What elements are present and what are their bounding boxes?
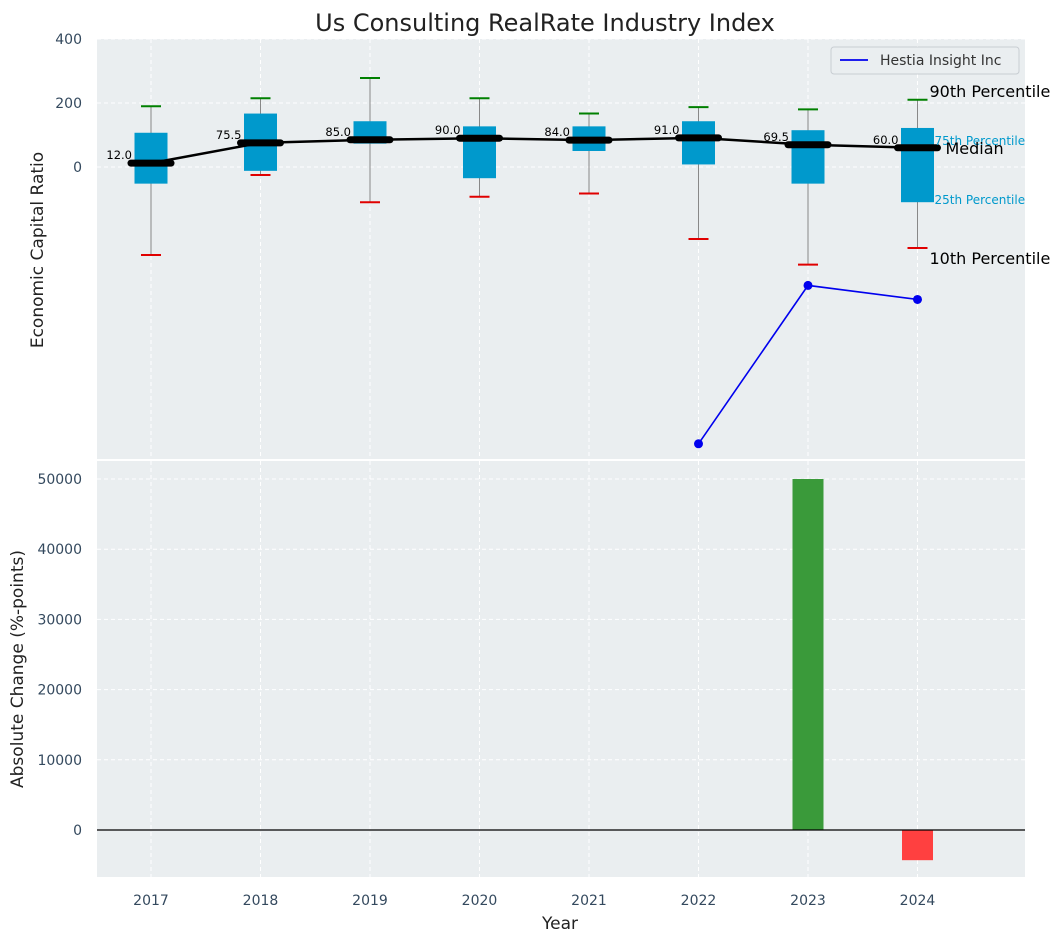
- annotation-median: Median: [946, 139, 1004, 158]
- box-iqr: [463, 126, 496, 179]
- series-point: [694, 439, 703, 449]
- legend-box: [830, 46, 1020, 75]
- x-tick-label: 2024: [900, 893, 936, 909]
- box-iqr: [901, 127, 934, 203]
- x-tick-label: 2022: [681, 893, 717, 909]
- x-tick-label: 2017: [133, 893, 169, 909]
- median-value-label: 75.5: [216, 128, 242, 142]
- chart-title: Us Consulting RealRate Industry Index: [315, 9, 775, 37]
- box-iqr: [682, 121, 715, 165]
- box-iqr: [134, 132, 168, 184]
- x-tick-label: 2018: [243, 893, 279, 909]
- box-iqr: [791, 130, 825, 184]
- positive-change-bar: [792, 479, 824, 830]
- series-point: [803, 280, 813, 290]
- bottom-y-tick-label: 20000: [37, 683, 82, 699]
- bottom-panel: 50000 40000 30000 20000 10000 0 2017 2018 2019 20…: [37, 461, 1025, 909]
- top-y-tick-label: 400: [55, 32, 82, 48]
- top-y-axis-label: Economic Capital Ratio: [28, 152, 48, 348]
- bottom-y-tick-label: 50000: [37, 472, 82, 488]
- legend-label: Hestia Insight Inc: [880, 53, 1001, 69]
- series-point: [913, 294, 922, 304]
- bottom-plot-area: [97, 461, 1025, 877]
- annotation-p90: 90th Percentile: [930, 82, 1051, 101]
- bottom-y-tick-label: 30000: [37, 612, 82, 628]
- top-panel: 400 200 0 12.0 75.5 85.0 90.0 84.0 91.0 69.5 60.0 9…: [55, 32, 1051, 461]
- median-value-label: 69.5: [763, 130, 789, 144]
- bottom-y-axis-label: Absolute Change (%-points): [8, 550, 28, 788]
- median-value-label: 91.0: [654, 123, 680, 137]
- median-value-label: 90.0: [435, 123, 461, 137]
- x-tick-label: 2021: [571, 893, 607, 909]
- top-plot-area: [97, 39, 1025, 459]
- median-value-label: 60.0: [873, 133, 899, 147]
- annotation-p75: 75th Percentile: [935, 134, 1026, 148]
- annotation-p25: 25th Percentile: [935, 193, 1026, 207]
- negative-change-bar: [902, 830, 933, 861]
- top-y-tick-label: 200: [55, 96, 82, 112]
- top-y-tick-label: 0: [73, 160, 82, 176]
- median-value-label: 85.0: [325, 125, 351, 139]
- median-value-label: 12.0: [106, 148, 132, 162]
- x-tick-label: 2019: [352, 893, 388, 909]
- x-tick-label: 2020: [462, 893, 498, 909]
- bottom-y-tick-label: 10000: [37, 753, 82, 769]
- median-value-label: 84.0: [544, 125, 570, 139]
- annotation-p10: 10th Percentile: [930, 249, 1051, 268]
- bottom-y-tick-label: 40000: [37, 542, 82, 558]
- x-tick-label: 2023: [790, 893, 826, 909]
- x-axis-label: Year: [541, 914, 578, 934]
- bottom-y-tick-label: 0: [73, 823, 82, 839]
